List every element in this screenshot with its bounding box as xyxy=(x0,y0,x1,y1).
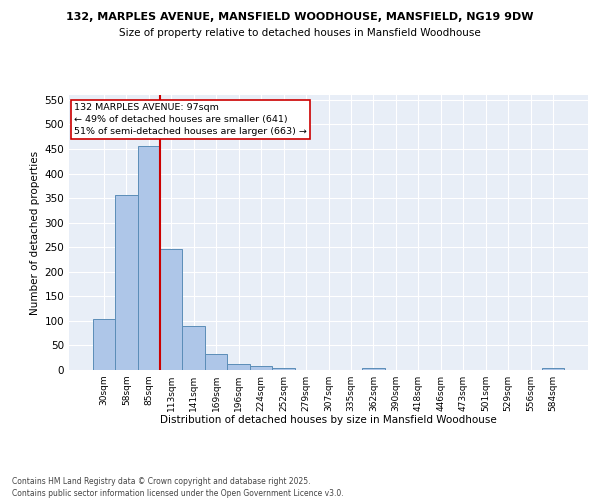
Y-axis label: Number of detached properties: Number of detached properties xyxy=(30,150,40,314)
Text: Size of property relative to detached houses in Mansfield Woodhouse: Size of property relative to detached ho… xyxy=(119,28,481,38)
Bar xyxy=(227,364,250,370)
Bar xyxy=(92,320,115,370)
Bar xyxy=(160,248,182,370)
Bar xyxy=(542,368,565,370)
Text: 132 MARPLES AVENUE: 97sqm
← 49% of detached houses are smaller (641)
51% of semi: 132 MARPLES AVENUE: 97sqm ← 49% of detac… xyxy=(74,104,307,136)
Text: Contains HM Land Registry data © Crown copyright and database right 2025.
Contai: Contains HM Land Registry data © Crown c… xyxy=(12,476,344,498)
Text: 132, MARPLES AVENUE, MANSFIELD WOODHOUSE, MANSFIELD, NG19 9DW: 132, MARPLES AVENUE, MANSFIELD WOODHOUSE… xyxy=(66,12,534,22)
X-axis label: Distribution of detached houses by size in Mansfield Woodhouse: Distribution of detached houses by size … xyxy=(160,416,497,426)
Bar xyxy=(115,194,137,370)
Bar xyxy=(182,326,205,370)
Bar xyxy=(137,146,160,370)
Bar xyxy=(272,368,295,370)
Bar xyxy=(362,368,385,370)
Bar xyxy=(250,366,272,370)
Bar xyxy=(205,354,227,370)
